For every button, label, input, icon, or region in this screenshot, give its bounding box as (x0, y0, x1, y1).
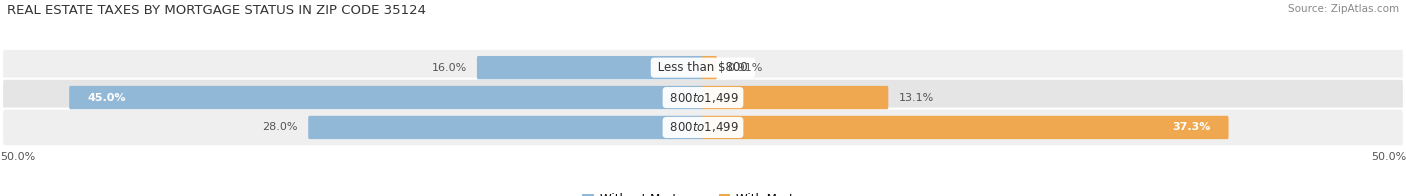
Text: 13.1%: 13.1% (898, 93, 934, 103)
Text: Source: ZipAtlas.com: Source: ZipAtlas.com (1288, 4, 1399, 14)
FancyBboxPatch shape (702, 56, 717, 79)
FancyBboxPatch shape (702, 116, 1229, 139)
FancyBboxPatch shape (69, 86, 704, 109)
Text: 50.0%: 50.0% (1371, 152, 1406, 162)
Text: 37.3%: 37.3% (1173, 122, 1211, 132)
Text: REAL ESTATE TAXES BY MORTGAGE STATUS IN ZIP CODE 35124: REAL ESTATE TAXES BY MORTGAGE STATUS IN … (7, 4, 426, 17)
Text: 28.0%: 28.0% (263, 122, 298, 132)
FancyBboxPatch shape (1, 79, 1403, 116)
Text: $800 to $1,499: $800 to $1,499 (666, 91, 740, 104)
Legend: Without Mortgage, With Mortgage: Without Mortgage, With Mortgage (578, 188, 828, 196)
Text: $800 to $1,499: $800 to $1,499 (666, 121, 740, 134)
Text: 50.0%: 50.0% (0, 152, 35, 162)
Text: 16.0%: 16.0% (432, 63, 467, 73)
FancyBboxPatch shape (477, 56, 704, 79)
Text: 0.91%: 0.91% (727, 63, 762, 73)
FancyBboxPatch shape (702, 86, 889, 109)
Text: 45.0%: 45.0% (87, 93, 125, 103)
FancyBboxPatch shape (1, 49, 1403, 86)
FancyBboxPatch shape (308, 116, 704, 139)
FancyBboxPatch shape (1, 109, 1403, 146)
Text: Less than $800: Less than $800 (654, 61, 752, 74)
